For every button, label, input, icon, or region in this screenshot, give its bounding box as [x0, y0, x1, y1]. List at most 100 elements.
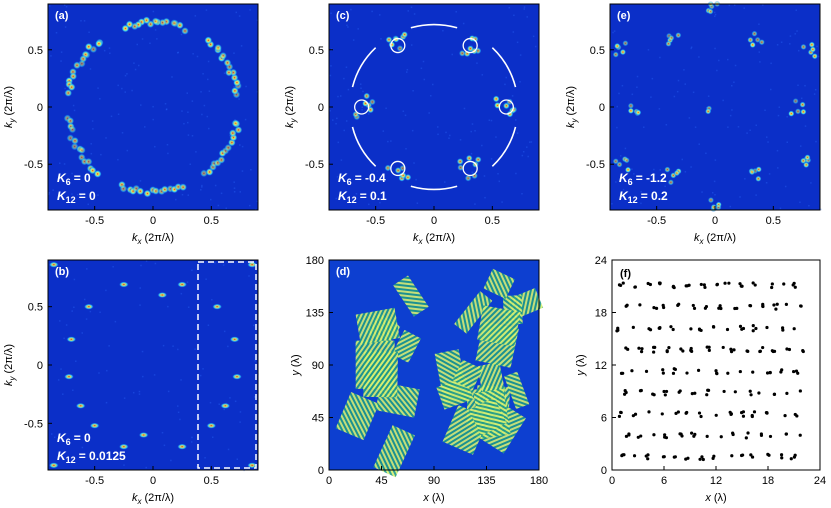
lattice-dot: [703, 306, 708, 310]
noise-speck: [449, 134, 451, 137]
noise-speck: [529, 141, 531, 143]
noise-speck: [764, 109, 766, 112]
noise-speck: [385, 107, 387, 110]
lattice-dot: [793, 453, 797, 457]
noise-speck: [690, 47, 692, 50]
noise-speck: [190, 441, 193, 443]
noise-speck: [643, 126, 645, 128]
lattice-dot: [693, 432, 697, 437]
noise-speck: [167, 152, 169, 155]
noise-speck: [442, 29, 444, 32]
bragg-peak: [800, 43, 807, 51]
lattice-dot: [677, 302, 681, 306]
lattice-dot: [631, 325, 635, 329]
noise-speck: [176, 52, 179, 54]
lattice-dot: [785, 391, 789, 395]
lattice-dot: [638, 389, 643, 393]
lattice-dot: [633, 412, 638, 416]
noise-speck: [698, 143, 700, 145]
bragg-peak: [492, 95, 500, 103]
noise-speck: [117, 84, 119, 87]
bragg-peak: [667, 179, 675, 186]
panel-e-k12: K12 = 0.2: [619, 189, 668, 205]
noise-speck: [767, 141, 769, 143]
lattice-dot: [685, 410, 689, 415]
noise-speck: [676, 90, 679, 93]
noise-speck: [208, 90, 211, 92]
lattice-dot: [644, 454, 648, 458]
lattice-dot: [664, 389, 669, 394]
d-x-tick-label: 180: [530, 475, 548, 487]
noise-speck: [92, 128, 94, 130]
lattice-dot: [745, 349, 749, 353]
lattice-dot: [726, 371, 730, 375]
noise-speck: [727, 126, 729, 128]
lattice-dot: [765, 371, 770, 375]
noise-speck: [616, 105, 619, 108]
noise-speck: [813, 93, 816, 95]
d-x-tick-label: 135: [477, 475, 495, 487]
noise-speck: [768, 173, 771, 175]
noise-speck: [367, 113, 370, 115]
bragg-peak: [622, 40, 629, 47]
noise-speck: [208, 127, 210, 130]
bragg-peak: [234, 125, 243, 134]
noise-speck: [694, 126, 697, 128]
noise-speck: [187, 111, 189, 113]
lattice-dot: [700, 455, 704, 459]
noise-speck: [256, 200, 258, 203]
panel-a: (a) K6 = 0 K12 = 0: [47, 3, 259, 211]
lattice-dot: [657, 326, 661, 330]
lattice-dot: [780, 456, 784, 460]
lattice-dot: [751, 329, 755, 333]
bragg-peak: [217, 155, 226, 164]
d-y-tick-label: 135: [306, 308, 324, 320]
noise-speck: [390, 140, 392, 142]
noise-speck: [239, 144, 241, 146]
noise-speck: [183, 122, 185, 125]
noise-speck: [229, 397, 231, 399]
lattice-dot: [701, 457, 705, 462]
lattice-dot: [648, 328, 653, 332]
noise-speck: [362, 90, 364, 93]
noise-speck: [495, 136, 497, 138]
bragg-peak: [710, 203, 717, 211]
lattice-dot: [707, 348, 711, 353]
noise-speck: [87, 203, 90, 206]
bragg-peak: [94, 39, 103, 48]
f-x-tick-label: 12: [710, 475, 722, 487]
noise-speck: [758, 51, 761, 53]
noise-speck: [658, 108, 661, 110]
noise-speck: [233, 181, 235, 183]
noise-speck: [636, 75, 639, 78]
lattice-dot: [638, 303, 642, 307]
lattice-dot: [715, 371, 719, 375]
marker-circle: [462, 160, 478, 177]
noise-speck: [636, 86, 638, 89]
noise-speck: [244, 118, 247, 121]
lattice-dot: [689, 346, 693, 351]
panel-d-domains: [335, 268, 544, 478]
k-x-tick-label: 0.5: [204, 215, 219, 227]
lattice-dot: [627, 432, 631, 436]
k-y-tick-label: 0.5: [590, 45, 605, 57]
noise-speck: [343, 129, 345, 132]
noise-speck: [154, 262, 157, 265]
f-y-tick-label: 12: [595, 360, 607, 372]
noise-speck: [698, 56, 700, 58]
panel-e-label: (e): [617, 10, 631, 22]
f-x-tick-label: 24: [814, 475, 826, 487]
noise-speck: [139, 180, 142, 182]
noise-speck: [497, 173, 499, 175]
noise-speck: [110, 115, 113, 118]
noise-speck: [134, 68, 137, 71]
noise-speck: [330, 12, 332, 15]
bragg-peak: [623, 157, 630, 164]
panel-e-plot-area: [610, 4, 820, 210]
lattice-dot: [705, 434, 709, 438]
panel-d-label: (d): [336, 266, 350, 278]
noise-speck: [692, 91, 695, 94]
noise-speck: [444, 181, 446, 183]
noise-speck: [335, 122, 337, 125]
f-y-tick-label: 24: [595, 255, 607, 267]
